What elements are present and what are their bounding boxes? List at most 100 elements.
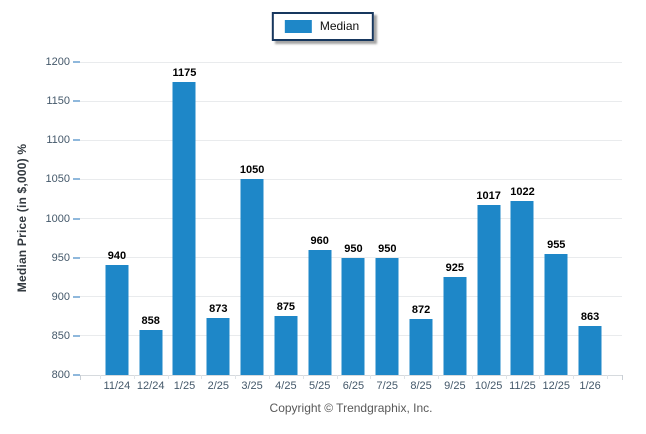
y-tick-mark [73, 295, 80, 298]
bar-slot: 873 2/25 [201, 62, 235, 392]
bar-value-label: 955 [547, 238, 566, 251]
x-tick-mark [100, 375, 101, 379]
bar [578, 325, 602, 375]
gridline [80, 61, 622, 63]
legend-label: Median [319, 19, 360, 33]
bar-slot: 863 1/26 [573, 62, 607, 392]
bar-slot: 1022 11/25 [506, 62, 540, 392]
x-tick-label: 1/25 [173, 380, 196, 392]
x-tick-label: 12/24 [136, 380, 165, 392]
bar [510, 201, 534, 375]
bar-slot: 1017 10/25 [472, 62, 506, 392]
bar-slot: 1175 1/25 [168, 62, 202, 392]
bar [544, 253, 568, 375]
copyright-text: Copyright © Trendgraphix, Inc. [269, 401, 433, 415]
x-tick-mark [302, 375, 304, 379]
bar-slot: 1050 3/25 [235, 62, 269, 392]
x-tick-mark [505, 375, 507, 379]
bar [139, 329, 163, 375]
y-tick-mark [73, 374, 80, 376]
y-tick-mark [73, 178, 80, 181]
x-tick-mark [573, 375, 575, 379]
x-tick-mark [269, 375, 270, 379]
bar-slot: 950 6/25 [337, 62, 371, 392]
x-axis-edge-tick [80, 375, 81, 380]
bar-slot: 955 12/25 [539, 62, 573, 392]
x-tick-label: 3/25 [241, 380, 263, 392]
y-tick-label: 1200 [45, 56, 70, 68]
bar-value-label: 1017 [476, 190, 501, 203]
x-tick-label: 12/25 [542, 380, 571, 392]
y-tick-mark [73, 256, 80, 259]
x-tick-mark [201, 375, 203, 379]
x-tick-mark [539, 375, 541, 379]
x-tick-mark [336, 375, 338, 379]
bar-slot: 950 7/25 [370, 62, 404, 392]
y-tick-label: 850 [51, 329, 70, 342]
bar-slot: 875 4/25 [269, 62, 303, 392]
x-tick-label: 11/24 [103, 380, 131, 392]
y-tick-mark [73, 61, 80, 63]
y-tick-label: 1100 [46, 134, 70, 147]
bar-slot: 960 5/25 [303, 62, 337, 392]
bar [172, 81, 196, 375]
y-tick-mark [73, 217, 80, 220]
y-tick-label: 1150 [46, 95, 70, 108]
bar [274, 316, 298, 375]
x-axis-edge-tick [622, 375, 623, 380]
y-tick-label: 800 [51, 369, 70, 381]
bar-value-label: 940 [107, 250, 127, 263]
bar [308, 249, 332, 375]
legend-swatch-icon [284, 20, 312, 33]
bar [105, 265, 129, 375]
x-tick-label: 8/25 [410, 380, 432, 392]
bar-value-label: 875 [276, 301, 296, 314]
bar-value-label: 950 [344, 242, 363, 255]
y-tick-label: 1000 [45, 212, 70, 225]
x-tick-label: 7/25 [376, 380, 398, 392]
bar-value-label: 925 [445, 262, 465, 275]
bar [477, 205, 501, 375]
bar-value-label: 863 [580, 310, 600, 323]
bar [206, 317, 230, 375]
bar-value-label: 1022 [510, 186, 535, 199]
y-tick-mark [73, 100, 80, 103]
bar-value-label: 1175 [172, 66, 197, 79]
legend: Median [271, 12, 375, 41]
y-tick-mark [73, 334, 80, 337]
x-tick-label: 6/25 [342, 380, 365, 392]
plot-area: 800 850 900 950 1000 1050 1100 1150 1200 940 11/24… [46, 56, 623, 392]
x-tick-label: 11/25 [509, 380, 536, 392]
x-tick-label: 1/26 [579, 380, 601, 392]
bar-value-label: 1050 [239, 164, 265, 177]
bar-value-label: 960 [310, 234, 329, 247]
x-tick-label: 10/25 [474, 380, 503, 392]
x-tick-mark [471, 375, 473, 379]
x-tick-label: 5/25 [308, 380, 331, 392]
y-tick-label: 1050 [45, 173, 70, 186]
gridline [80, 218, 622, 219]
bar-slot: 940 11/24 [100, 62, 134, 392]
bar [409, 318, 433, 375]
y-tick-mark [73, 139, 80, 142]
gridline [80, 178, 622, 180]
x-tick-label: 4/25 [275, 380, 297, 392]
x-tick-label: 2/25 [207, 380, 229, 392]
y-tick-label: 900 [51, 290, 70, 303]
y-tick-label: 950 [51, 251, 70, 264]
bar-value-label: 858 [141, 314, 160, 327]
bar-slot: 858 12/24 [134, 62, 168, 392]
bar [341, 257, 365, 375]
bar [443, 277, 467, 375]
bar-slot: 872 8/25 [404, 62, 438, 392]
bar-slot: 925 9/25 [438, 62, 472, 392]
bar [240, 179, 264, 375]
x-axis-line [80, 374, 622, 376]
x-tick-mark [438, 375, 439, 379]
bar [375, 257, 399, 375]
x-tick-mark [607, 375, 608, 379]
bar-series: 940 11/24 858 12/24 1175 1/25 873 2/25 1050 3/25 8… [100, 62, 607, 392]
bar-value-label: 950 [378, 242, 397, 255]
bar-value-label: 872 [411, 303, 431, 316]
